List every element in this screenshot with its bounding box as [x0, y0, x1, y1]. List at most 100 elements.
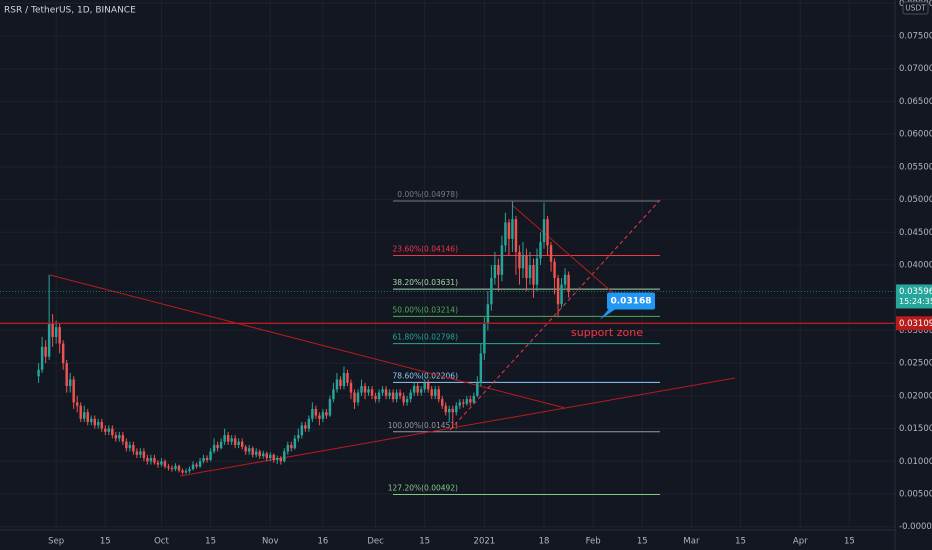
fib-label: 100.00%(0.01451)	[388, 421, 458, 430]
y-tick-label: 0.05500	[899, 162, 932, 172]
candle-body	[139, 451, 142, 455]
candle-body	[47, 323, 51, 357]
candle-body	[388, 392, 391, 396]
horizontal-line-label-box	[896, 316, 932, 331]
x-tick-label: 15	[205, 537, 216, 547]
candle-body	[170, 467, 174, 470]
candle-body	[525, 255, 528, 279]
x-tick-label: Apr	[793, 537, 808, 547]
fib-label: 61.80%(0.02798)	[393, 333, 459, 342]
y-tick-label: 0.01500	[899, 424, 932, 434]
candle-body	[353, 392, 356, 403]
trend-line	[449, 199, 661, 431]
chart-title: RSR / TetherUS, 1D, BINANCE	[4, 6, 136, 16]
candle-body	[258, 451, 261, 457]
candle-body	[451, 408, 454, 413]
candle-body	[444, 405, 447, 413]
candle-body	[160, 461, 163, 465]
annotation: support zone	[571, 326, 643, 339]
candle-body	[433, 389, 437, 396]
candle-body	[146, 458, 149, 462]
candle-body	[181, 470, 184, 473]
candle-body	[167, 466, 170, 468]
candle-body	[311, 408, 314, 419]
x-tick-label: Nov	[262, 537, 279, 547]
candle-body	[514, 219, 518, 252]
candle-body	[163, 461, 167, 467]
candle-body	[391, 392, 395, 400]
candle-body	[560, 284, 563, 305]
candle-body	[356, 392, 360, 403]
candle-body	[135, 451, 139, 455]
candle-body	[518, 251, 521, 269]
candle-body	[114, 435, 118, 439]
candle-body	[93, 418, 96, 426]
candle-body	[177, 465, 181, 471]
trend-line	[511, 204, 613, 293]
y-tick-label: 0.06000	[899, 130, 932, 140]
trend-line	[179, 377, 736, 477]
x-tick-label: 18	[539, 537, 550, 547]
y-tick-label: 0.04000	[899, 261, 932, 271]
candle-body	[195, 464, 198, 467]
candle-body	[462, 402, 465, 404]
candle-body	[198, 461, 202, 467]
candle-body	[51, 323, 54, 337]
candle-body	[472, 395, 476, 403]
candle-body	[104, 428, 107, 432]
candle-body	[142, 451, 146, 459]
candle-body	[314, 408, 318, 416]
candle-body	[240, 441, 244, 447]
candle-body	[304, 425, 307, 429]
candle-body	[293, 438, 297, 449]
candle-body	[500, 245, 504, 275]
candle-body	[335, 379, 339, 390]
candle-body	[188, 469, 191, 472]
candle-body	[426, 382, 430, 390]
candle-body	[265, 453, 268, 459]
candle-body	[363, 386, 367, 393]
x-tick-label: 2021	[474, 537, 496, 547]
candle-body	[339, 379, 342, 387]
candle-body	[553, 261, 556, 279]
x-tick-label: Oct	[154, 537, 169, 547]
y-tick-label: 0.05000	[899, 195, 932, 205]
candle-body	[493, 265, 497, 279]
candle-body	[121, 435, 125, 442]
candle-body	[458, 402, 462, 406]
x-tick-label: 15	[100, 537, 111, 547]
candle-body	[381, 389, 384, 393]
candle-body	[448, 408, 451, 413]
candle-body	[437, 389, 440, 400]
y-tick-label: 0.04500	[899, 228, 932, 238]
candle-body	[567, 274, 570, 292]
candle-body	[374, 395, 377, 400]
candle-body	[419, 389, 423, 393]
candle-body	[279, 458, 283, 462]
trend-line	[49, 274, 566, 409]
candle-body	[40, 346, 44, 370]
candle-body	[83, 412, 86, 419]
candle-body	[132, 444, 135, 452]
candle-body	[156, 462, 160, 465]
x-tick-label: 15	[637, 537, 648, 547]
candle-body	[504, 222, 507, 246]
candle-body	[209, 451, 212, 460]
candle-body	[423, 382, 426, 390]
x-tick-label: 16	[317, 537, 328, 547]
candle-body	[58, 327, 61, 344]
candle-body	[563, 274, 567, 285]
candle-body	[507, 222, 511, 239]
candle-body	[233, 438, 237, 445]
y-tick-label: 0.03000	[899, 326, 932, 336]
fib-label: 50.00%(0.03214)	[393, 305, 459, 314]
candle-body	[54, 327, 58, 337]
candle-body	[125, 441, 128, 449]
candle-body	[328, 399, 332, 416]
candle-body	[332, 389, 335, 400]
candle-body	[247, 448, 251, 452]
candle-body	[153, 458, 156, 463]
